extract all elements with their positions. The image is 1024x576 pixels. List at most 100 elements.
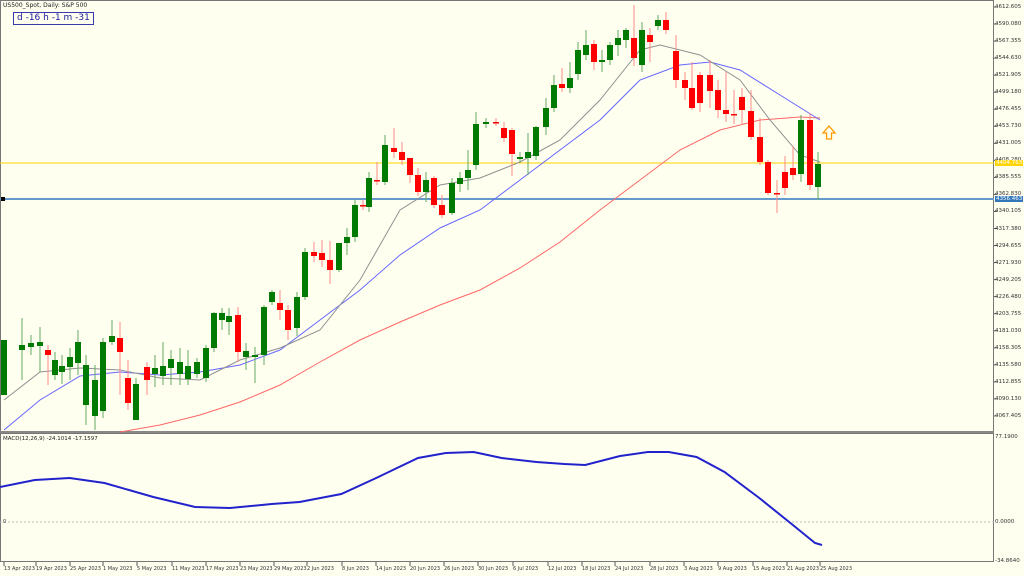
bull-candle [457,178,463,184]
bull-candle [252,355,258,357]
date-tick-label: 26 Jun 2023 [444,566,475,572]
price-tick-label: 4112.855 [995,378,1022,385]
bear-candle [144,367,150,380]
bull-candle [473,124,479,165]
bull-candle [52,360,58,375]
price-tick-label: 4158.305 [995,344,1022,351]
level-handle [1,197,5,201]
bear-candle [391,148,397,152]
date-tick-label: 28 Jul 2023 [650,566,679,572]
bear-candle [285,310,291,330]
bull-candle [261,307,267,355]
price-tick-label: 4431.005 [995,140,1022,147]
bull-candle [294,297,300,328]
bull-candle [168,359,174,368]
bear-candle [707,75,713,91]
bear-candle [45,350,51,355]
bull-candle [203,348,209,378]
date-tick-label: 30 Jun 2023 [478,566,509,572]
bull-candle [599,60,605,62]
macd-pane-frame [0,433,994,562]
bear-candle [493,122,499,124]
price-tick-label: 4544.630 [995,55,1022,62]
bear-candle [399,152,405,160]
macd-axis-top: 77.1900 [995,434,1018,440]
candle-timer: d -16 h -1 m -31 [13,12,94,25]
price-tick-label: 4294.655 [995,242,1022,249]
bear-candle [673,51,679,80]
bull-candle [615,38,621,45]
price-tick-label: 4590.080 [995,21,1022,28]
bear-candle [631,38,637,58]
bear-candle [117,338,123,352]
bull-candle [194,362,200,374]
bull-candle [655,20,661,26]
bull-candle [226,316,232,322]
bear-candle [807,120,813,185]
bear-candle [689,88,695,108]
bull-candle [269,292,275,302]
bear-candle [647,35,653,42]
blue-level-label: 4356.463 [995,196,1024,202]
bear-candle [327,260,333,270]
date-tick-label: 13 Apr 2023 [4,566,35,572]
macd-axis-zero: 0.0000 [995,519,1015,525]
price-tick-label: 4203.755 [995,310,1022,317]
bull-candle [133,384,139,420]
date-tick-label: 29 May 2023 [274,566,307,572]
date-tick-label: 23 May 2023 [240,566,273,572]
bear-candle [431,178,437,205]
price-tick-label: 4385.555 [995,174,1022,181]
date-tick-label: 6 Jul 2023 [513,566,539,572]
bear-candle [415,175,421,192]
bull-candle [100,342,106,411]
bull-candle [302,252,308,297]
bear-candle [360,205,366,207]
bear-candle [235,315,241,352]
yellow-level-label: 4404.763 [995,160,1024,166]
bull-candle [543,108,549,127]
bull-candle [219,313,225,320]
bull-candle [567,78,573,88]
bear-candle [765,162,771,193]
price-tick-label: 4271.930 [995,259,1022,266]
bear-candle [757,137,763,162]
bull-candle [525,152,531,158]
date-tick-label: 25 Apr 2023 [70,566,101,572]
bull-candle [28,343,34,347]
bull-candle [423,180,429,192]
bull-candle [243,351,249,357]
macd-line [0,450,823,546]
macd-axis-bottom: -34.8640 [995,558,1020,564]
bull-candle [344,237,350,243]
ma-slow-line [119,116,821,433]
bear-candle [739,97,745,110]
bull-candle [551,85,557,108]
bear-candle [439,205,445,215]
bear-candle [407,158,413,175]
date-tick-label: 2 Jun 2023 [307,566,334,572]
bear-candle [715,90,721,110]
bull-candle [336,243,342,270]
date-tick-label: 9 Aug 2023 [718,566,747,572]
bull-candle [623,30,629,40]
date-tick-label: 18 Jul 2023 [582,566,611,572]
bull-candle [185,366,191,379]
bear-candle [774,193,780,195]
price-tick-label: 4317.380 [995,225,1022,232]
bear-candle [731,114,737,116]
price-tick-label: 4090.130 [995,395,1022,402]
bear-candle [374,180,380,182]
bear-candle [591,44,597,62]
bull-candle [75,342,81,363]
date-tick-label: 15 Aug 2023 [753,566,786,572]
price-tick-label: 4521.905 [995,72,1022,79]
date-tick-label: 11 May 2023 [172,566,205,572]
bull-candle [92,380,98,416]
bear-candle [277,303,283,310]
price-tick-label: 4612.605 [995,4,1022,10]
macd-zero-marker: 0 [3,519,6,525]
price-tick-label: 4135.580 [995,361,1022,368]
bull-candle [382,145,388,182]
